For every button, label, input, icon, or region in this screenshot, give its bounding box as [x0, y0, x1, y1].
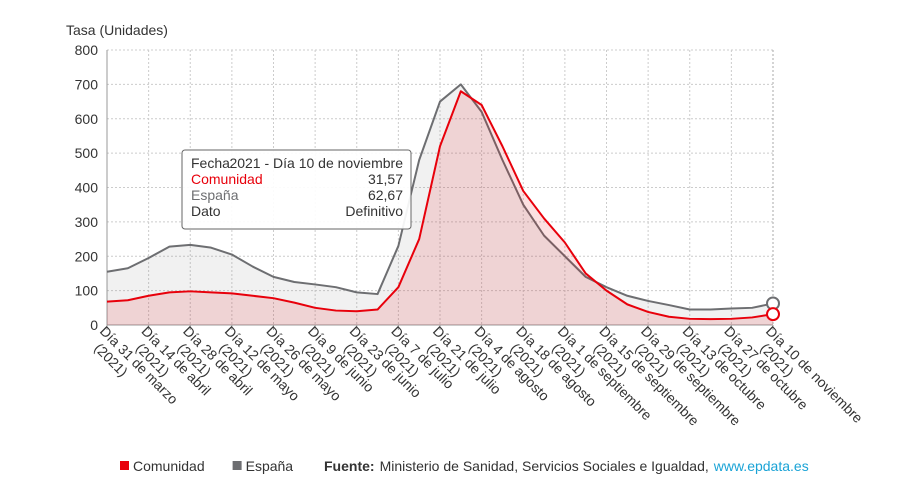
y-tick-label: 800	[75, 42, 99, 58]
tooltip-value: 62,67	[368, 187, 403, 203]
tooltip-key: Dato	[191, 203, 221, 219]
line	[106, 90, 774, 321]
tooltip-value: Definitivo	[345, 203, 403, 219]
tooltip-value: 2021 - Día 10 de noviembre	[229, 155, 403, 171]
tooltip-key: Comunidad	[191, 171, 263, 187]
y-tick-label: 100	[75, 283, 99, 299]
tooltip-value: 31,57	[368, 171, 403, 187]
y-axis-label: Tasa (Unidades)	[66, 22, 168, 38]
y-tick-label: 500	[75, 145, 99, 161]
legend-label: Comunidad	[133, 458, 205, 474]
area-fill	[107, 84, 773, 325]
y-tick-label: 0	[90, 317, 98, 333]
tooltip-box	[181, 149, 412, 230]
source-label: Fuente:	[324, 458, 375, 474]
legend-swatch	[232, 461, 242, 470]
legend-swatch	[120, 461, 129, 470]
area-fill	[107, 91, 773, 325]
tooltip: Fecha 2021 - Día 10 de noviembreComunidad…	[181, 149, 412, 230]
legend-label: España	[246, 458, 294, 474]
y-tick-label: 600	[75, 111, 99, 127]
line	[106, 83, 774, 311]
y-tick-label: 200	[75, 248, 99, 264]
y-tick-label: 400	[75, 180, 99, 196]
source-link[interactable]: www.epdata.es	[713, 458, 809, 474]
source-text: Ministerio de Sanidad, Servicios Sociale…	[380, 458, 709, 474]
y-tick-label: 300	[75, 214, 99, 230]
y-tick-label: 700	[75, 76, 99, 92]
end-point	[766, 307, 780, 322]
tooltip-key: Fecha	[191, 155, 230, 171]
tooltip-key: España	[191, 187, 239, 203]
